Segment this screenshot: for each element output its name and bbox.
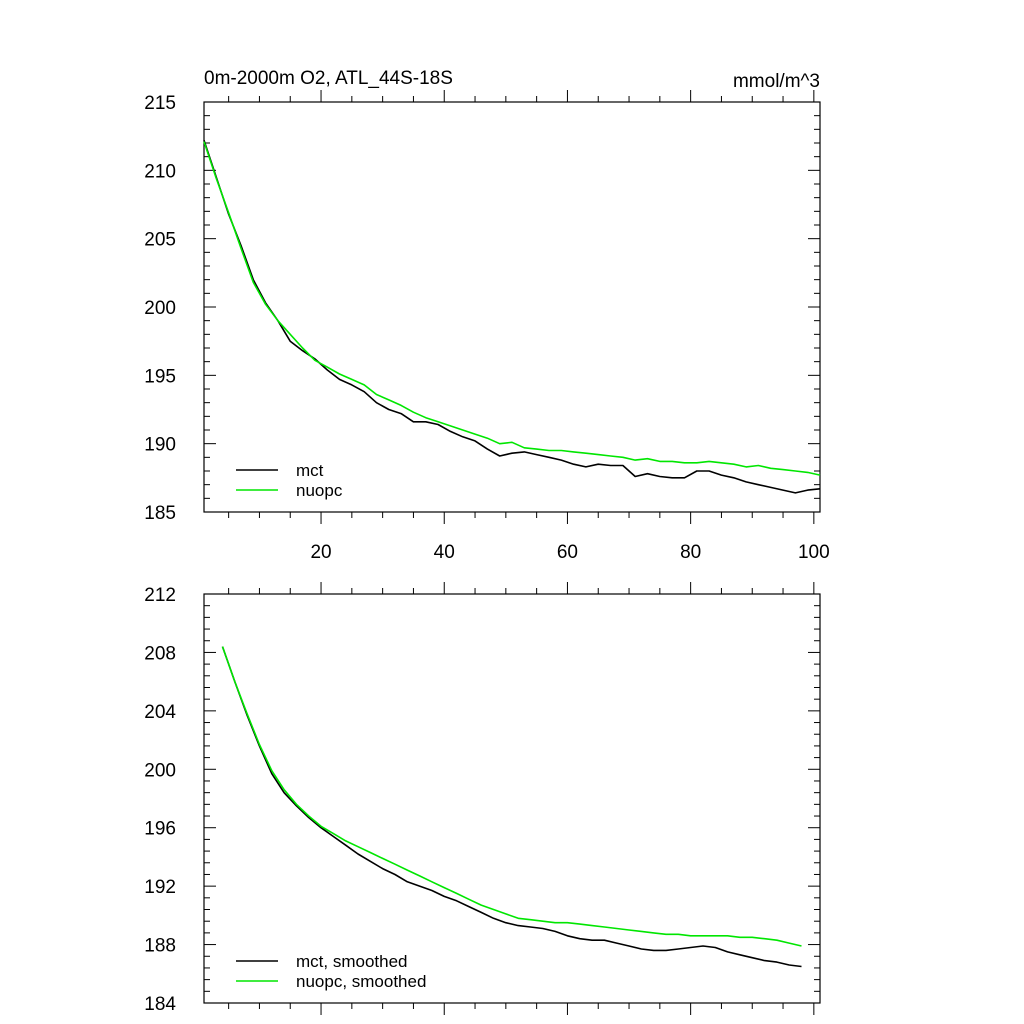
top-ytick-label: 210: [144, 161, 176, 182]
bottom-ytick-label: 212: [144, 585, 176, 606]
top-ytick-label: 185: [144, 503, 176, 524]
series-line-nuopc: [203, 141, 821, 476]
top-ytick-label: 215: [144, 93, 176, 114]
bottom-ytick-label: 208: [144, 643, 176, 664]
bottom-ytick-label: 200: [144, 760, 176, 781]
bottom-ytick-label: 204: [144, 702, 176, 723]
top-panel: 0m-2000m O2, ATL_44S-18S mmol/m^3 185 190…: [144, 68, 829, 563]
bottom-ytick-label: 184: [144, 994, 176, 1015]
top-xtick-label: 40: [434, 542, 455, 563]
top-xtick-label: 100: [798, 542, 830, 563]
series-line-mct-smoothed: [221, 646, 802, 968]
legend-label-nuopc-smoothed: nuopc, smoothed: [296, 972, 426, 991]
legend-label-mct: mct: [296, 461, 324, 480]
bottom-panel: 184 188 192 196 200 204 208 212 mct, smoothednuo…: [144, 582, 821, 1015]
top-xtick-label: 20: [310, 542, 331, 563]
series-line-nuopc-smoothed: [221, 646, 802, 947]
bottom-ytick-label: 188: [144, 936, 176, 957]
bottom-ytick-label: 192: [144, 877, 176, 898]
top-ytick-label: 200: [144, 298, 176, 319]
top-xtick-label: 60: [557, 542, 578, 563]
top-chart-units: mmol/m^3: [733, 71, 820, 92]
top-ytick-label: 195: [144, 366, 176, 387]
top-ytick-label: 205: [144, 230, 176, 251]
top-chart-title: 0m-2000m O2, ATL_44S-18S: [204, 68, 453, 89]
series-line-mct: [203, 140, 821, 494]
legend-label-mct-smoothed: mct, smoothed: [296, 952, 408, 971]
top-xtick-label: 80: [680, 542, 701, 563]
legend-label-nuopc: nuopc: [296, 481, 343, 500]
bottom-plot-frame: [203, 593, 821, 1004]
bottom-ytick-label: 196: [144, 819, 176, 840]
top-ytick-label: 190: [144, 435, 176, 456]
top-plot-frame: [203, 101, 821, 513]
